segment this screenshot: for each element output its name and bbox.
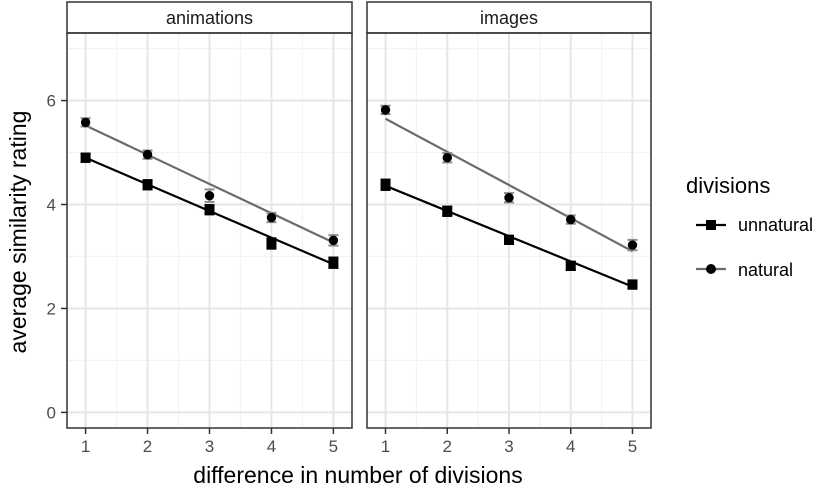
point-natural-animations-3 xyxy=(204,190,215,201)
panel-images: images xyxy=(366,1,652,429)
axis-layer: 1 2 3 4 5 1 2 3 4 5 0 2 4 6 xyxy=(47,92,638,456)
legend-marker-natural xyxy=(706,264,716,274)
fit-line-natural-images xyxy=(385,117,633,253)
facet-title-animations: animations xyxy=(166,8,253,28)
point-natural-animations-1 xyxy=(80,117,91,128)
point-unnatural-images-5 xyxy=(627,279,638,290)
point-unnatural-animations-3 xyxy=(204,204,215,215)
point-unnatural-animations-4 xyxy=(266,238,277,249)
facet-strip-border-images xyxy=(366,1,652,34)
point-unnatural-animations-1 xyxy=(80,152,91,163)
legend-marker-unnatural xyxy=(706,220,716,230)
x-tick-label-images-3: 3 xyxy=(504,437,513,456)
y-tick-label-3: 4 xyxy=(47,196,56,215)
facet-title-images: images xyxy=(480,8,538,28)
panels-layer: animations images xyxy=(66,1,652,429)
facet-strip-border-animations xyxy=(66,1,353,34)
y-tick-label-2: 2 xyxy=(47,299,56,318)
x-tick-label-images-5: 5 xyxy=(628,437,637,456)
point-unnatural-images-4 xyxy=(565,260,576,271)
point-natural-animations-5 xyxy=(328,235,339,246)
point-unnatural-images-3 xyxy=(504,234,514,245)
legend-label-natural: natural xyxy=(738,260,793,280)
fit-line-natural-animations xyxy=(85,124,334,244)
point-unnatural-animations-2 xyxy=(142,179,153,190)
point-natural-images-3 xyxy=(504,193,514,203)
point-unnatural-animations-5 xyxy=(328,257,339,268)
legend-item-natural: natural xyxy=(696,260,793,280)
legend-item-unnatural: unnatural xyxy=(696,215,813,235)
x-tick-label-images-1: 1 xyxy=(381,437,390,456)
point-natural-images-2 xyxy=(442,153,452,163)
x-tick-label-animations-1: 1 xyxy=(81,437,90,456)
y-tick-label-4: 6 xyxy=(47,92,56,111)
panel-animations: animations xyxy=(66,1,353,429)
legend-title: divisions xyxy=(686,173,770,198)
y-tick-label-1: 0 xyxy=(47,403,56,422)
x-tick-label-animations-4: 4 xyxy=(267,437,276,456)
point-natural-images-4 xyxy=(566,214,576,225)
x-tick-label-animations-5: 5 xyxy=(329,437,338,456)
point-unnatural-images-1 xyxy=(380,179,391,190)
point-unnatural-images-2 xyxy=(442,206,453,217)
facet-strip-images xyxy=(367,2,651,33)
point-natural-animations-4 xyxy=(266,212,277,223)
point-natural-images-5 xyxy=(627,240,638,250)
x-axis-label: difference in number of divisions xyxy=(193,462,522,488)
point-natural-animations-2 xyxy=(142,149,153,160)
point-natural-images-1 xyxy=(380,105,391,115)
x-tick-label-images-4: 4 xyxy=(566,437,575,456)
legend-label-unnatural: unnatural xyxy=(738,215,813,235)
y-axis-label: average similarity rating xyxy=(5,111,31,354)
x-tick-label-images-2: 2 xyxy=(443,437,452,456)
facet-strip-animations xyxy=(67,2,352,33)
legend: divisions unnatural natural xyxy=(686,173,813,280)
x-tick-label-animations-3: 3 xyxy=(205,437,214,456)
x-tick-label-animations-2: 2 xyxy=(143,437,152,456)
